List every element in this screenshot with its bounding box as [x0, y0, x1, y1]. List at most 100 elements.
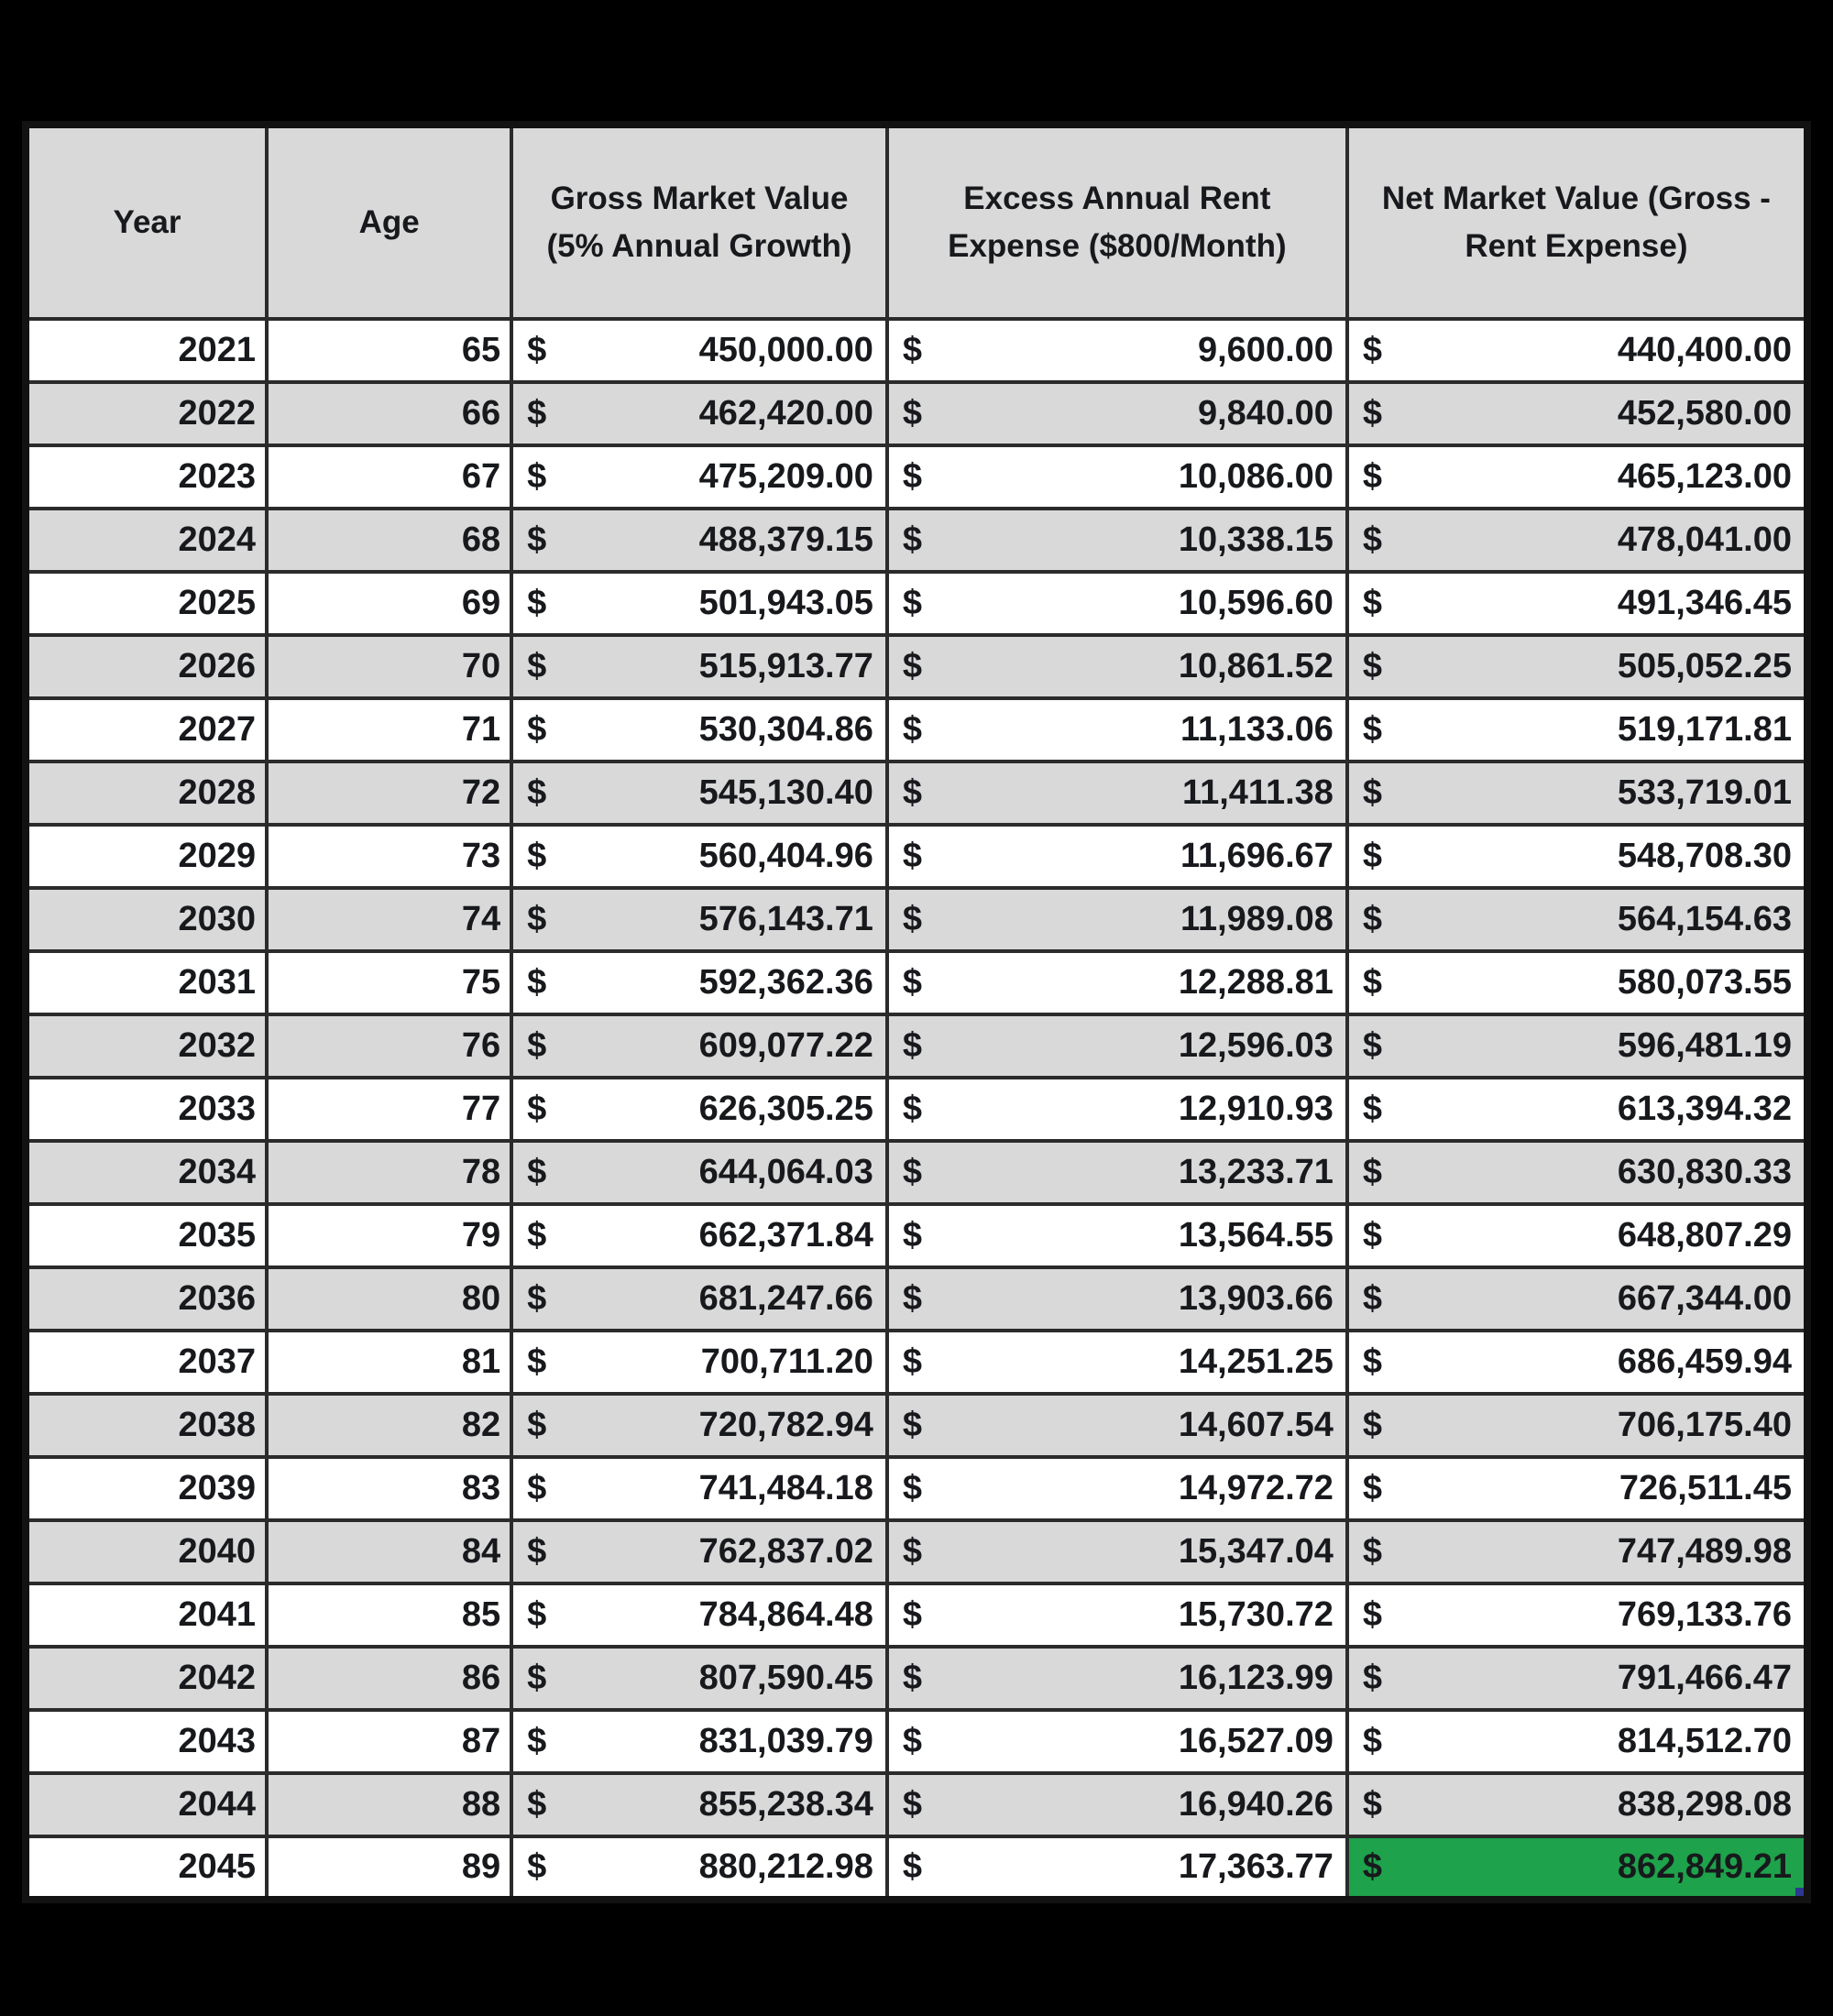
cell-gross[interactable]: $530,304.86 [510, 696, 889, 763]
cell-net-selected[interactable]: $862,849.21 [1345, 1835, 1810, 1901]
cell-rent[interactable]: $10,086.00 [884, 444, 1349, 510]
cell-year[interactable]: 2036 [23, 1265, 269, 1332]
cell-year[interactable]: 2045 [23, 1835, 269, 1901]
cell-year[interactable]: 2033 [23, 1076, 269, 1143]
cell-net[interactable]: $533,719.01 [1345, 760, 1810, 827]
cell-rent[interactable]: $14,607.54 [884, 1392, 1349, 1459]
header-gross[interactable]: Gross Market Value (5% Annual Growth) [510, 123, 889, 321]
cell-age[interactable]: 84 [265, 1518, 514, 1585]
cell-age[interactable]: 85 [265, 1582, 514, 1649]
cell-gross[interactable]: $501,943.05 [510, 570, 889, 637]
cell-net[interactable]: $596,481.19 [1345, 1013, 1810, 1079]
cell-year[interactable]: 2042 [23, 1645, 269, 1712]
cell-year[interactable]: 2021 [23, 317, 269, 384]
cell-gross[interactable]: $700,711.20 [510, 1329, 889, 1396]
cell-net[interactable]: $452,580.00 [1345, 380, 1810, 447]
cell-age[interactable]: 65 [265, 317, 514, 384]
cell-rent[interactable]: $11,411.38 [884, 760, 1349, 827]
cell-rent[interactable]: $11,133.06 [884, 696, 1349, 763]
cell-gross[interactable]: $831,039.79 [510, 1708, 889, 1775]
cell-net[interactable]: $686,459.94 [1345, 1329, 1810, 1396]
cell-age[interactable]: 76 [265, 1013, 514, 1079]
cell-gross[interactable]: $545,130.40 [510, 760, 889, 827]
cell-gross[interactable]: $450,000.00 [510, 317, 889, 384]
cell-net[interactable]: $548,708.30 [1345, 823, 1810, 890]
cell-year[interactable]: 2039 [23, 1455, 269, 1522]
cell-gross[interactable]: $515,913.77 [510, 633, 889, 700]
cell-rent[interactable]: $12,910.93 [884, 1076, 1349, 1143]
cell-gross[interactable]: $807,590.45 [510, 1645, 889, 1712]
cell-net[interactable]: $465,123.00 [1345, 444, 1810, 510]
cell-year[interactable]: 2029 [23, 823, 269, 890]
cell-rent[interactable]: $10,861.52 [884, 633, 1349, 700]
cell-year[interactable]: 2043 [23, 1708, 269, 1775]
header-age[interactable]: Age [265, 123, 514, 321]
cell-gross[interactable]: $644,064.03 [510, 1139, 889, 1206]
cell-net[interactable]: $726,511.45 [1345, 1455, 1810, 1522]
cell-gross[interactable]: $609,077.22 [510, 1013, 889, 1079]
cell-gross[interactable]: $488,379.15 [510, 507, 889, 574]
cell-gross[interactable]: $741,484.18 [510, 1455, 889, 1522]
cell-net[interactable]: $648,807.29 [1345, 1202, 1810, 1269]
cell-rent[interactable]: $10,338.15 [884, 507, 1349, 574]
cell-rent[interactable]: $13,233.71 [884, 1139, 1349, 1206]
cell-gross[interactable]: $576,143.71 [510, 886, 889, 953]
cell-rent[interactable]: $16,123.99 [884, 1645, 1349, 1712]
cell-year[interactable]: 2028 [23, 760, 269, 827]
cell-year[interactable]: 2031 [23, 949, 269, 1016]
cell-year[interactable]: 2035 [23, 1202, 269, 1269]
cell-age[interactable]: 87 [265, 1708, 514, 1775]
cell-age[interactable]: 79 [265, 1202, 514, 1269]
cell-rent[interactable]: $10,596.60 [884, 570, 1349, 637]
cell-age[interactable]: 74 [265, 886, 514, 953]
cell-net[interactable]: $769,133.76 [1345, 1582, 1810, 1649]
header-net[interactable]: Net Market Value (Gross - Rent Expense) [1345, 123, 1810, 321]
cell-gross[interactable]: $880,212.98 [510, 1835, 889, 1901]
cell-rent[interactable]: $11,989.08 [884, 886, 1349, 953]
cell-gross[interactable]: $592,362.36 [510, 949, 889, 1016]
cell-year[interactable]: 2023 [23, 444, 269, 510]
cell-rent[interactable]: $17,363.77 [884, 1835, 1349, 1901]
cell-year[interactable]: 2032 [23, 1013, 269, 1079]
cell-net[interactable]: $613,394.32 [1345, 1076, 1810, 1143]
cell-age[interactable]: 88 [265, 1771, 514, 1838]
cell-net[interactable]: $747,489.98 [1345, 1518, 1810, 1585]
cell-gross[interactable]: $720,782.94 [510, 1392, 889, 1459]
cell-net[interactable]: $519,171.81 [1345, 696, 1810, 763]
cell-age[interactable]: 83 [265, 1455, 514, 1522]
cell-rent[interactable]: $9,840.00 [884, 380, 1349, 447]
cell-rent[interactable]: $13,903.66 [884, 1265, 1349, 1332]
cell-rent[interactable]: $16,940.26 [884, 1771, 1349, 1838]
cell-gross[interactable]: $662,371.84 [510, 1202, 889, 1269]
cell-rent[interactable]: $14,251.25 [884, 1329, 1349, 1396]
cell-gross[interactable]: $475,209.00 [510, 444, 889, 510]
cell-year[interactable]: 2034 [23, 1139, 269, 1206]
cell-year[interactable]: 2022 [23, 380, 269, 447]
cell-rent[interactable]: $12,596.03 [884, 1013, 1349, 1079]
cell-age[interactable]: 82 [265, 1392, 514, 1459]
cell-age[interactable]: 77 [265, 1076, 514, 1143]
cell-age[interactable]: 66 [265, 380, 514, 447]
cell-age[interactable]: 81 [265, 1329, 514, 1396]
cell-net[interactable]: $564,154.63 [1345, 886, 1810, 953]
cell-age[interactable]: 70 [265, 633, 514, 700]
cell-year[interactable]: 2025 [23, 570, 269, 637]
cell-rent[interactable]: $13,564.55 [884, 1202, 1349, 1269]
cell-year[interactable]: 2038 [23, 1392, 269, 1459]
cell-rent[interactable]: $11,696.67 [884, 823, 1349, 890]
cell-age[interactable]: 89 [265, 1835, 514, 1901]
cell-year[interactable]: 2040 [23, 1518, 269, 1585]
cell-gross[interactable]: $626,305.25 [510, 1076, 889, 1143]
cell-age[interactable]: 80 [265, 1265, 514, 1332]
fill-handle[interactable] [1795, 1888, 1804, 1896]
header-year[interactable]: Year [23, 123, 269, 321]
cell-gross[interactable]: $560,404.96 [510, 823, 889, 890]
cell-rent[interactable]: $15,347.04 [884, 1518, 1349, 1585]
cell-rent[interactable]: $16,527.09 [884, 1708, 1349, 1775]
cell-age[interactable]: 78 [265, 1139, 514, 1206]
cell-rent[interactable]: $14,972.72 [884, 1455, 1349, 1522]
cell-gross[interactable]: $855,238.34 [510, 1771, 889, 1838]
cell-year[interactable]: 2037 [23, 1329, 269, 1396]
cell-net[interactable]: $440,400.00 [1345, 317, 1810, 384]
cell-gross[interactable]: $784,864.48 [510, 1582, 889, 1649]
